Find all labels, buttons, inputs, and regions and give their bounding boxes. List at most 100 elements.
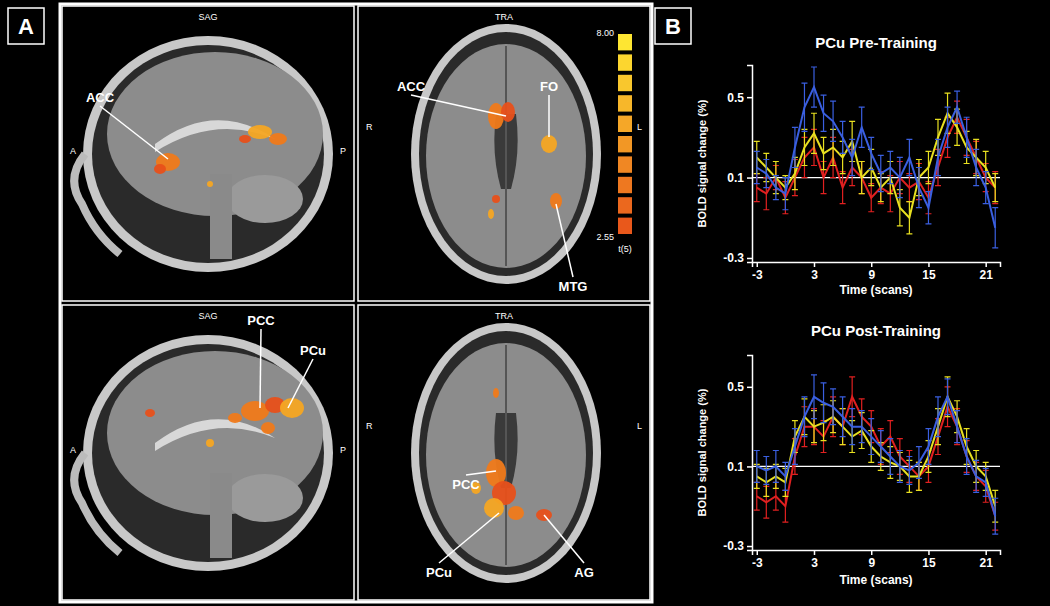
panel-label-box (8, 8, 44, 44)
tick-mark (747, 177, 752, 179)
tick: 3 (811, 262, 818, 282)
colorbar-segment (618, 177, 632, 193)
tick-label: 9 (868, 556, 875, 570)
panel-a-frame (60, 4, 652, 602)
error-bar (992, 172, 998, 204)
orientation-label: L (637, 421, 642, 431)
scalp (83, 335, 333, 571)
activation (484, 498, 504, 518)
tick: 15 (922, 550, 936, 570)
scalp (411, 24, 601, 284)
region-pointer (466, 471, 496, 475)
tick: 0.5 (727, 380, 752, 394)
corpus-callosum (155, 120, 275, 152)
tick-mark (757, 550, 759, 555)
tick: 0.5 (727, 91, 752, 105)
colorbar-segment (618, 136, 632, 152)
tick-mark (928, 550, 930, 555)
skull (92, 45, 324, 263)
tick-label: 21 (980, 268, 994, 282)
plot-area (752, 375, 1000, 534)
tick-label: 0.5 (727, 91, 744, 105)
colorbar-segment (618, 54, 632, 70)
activation (493, 388, 499, 398)
tick-label: -0.3 (723, 251, 744, 265)
x-axis-title: Time (scans) (839, 283, 912, 297)
series-line (757, 87, 995, 228)
axis-line (747, 356, 753, 551)
midline (505, 46, 507, 266)
tick: 21 (980, 550, 994, 570)
colorbar-segment (618, 95, 632, 111)
region-label: PCu (426, 565, 452, 580)
background (0, 0, 1050, 606)
activation (239, 135, 251, 143)
activation (261, 422, 275, 434)
activation (145, 409, 155, 417)
y-axis-title: BOLD signal change (%) (696, 99, 708, 227)
view-frame (358, 305, 650, 600)
tick-label: 0.1 (727, 460, 744, 474)
region-pointer (100, 106, 168, 159)
tick-mark (757, 262, 759, 267)
axis-line (753, 551, 1001, 556)
colorbar-segment (618, 197, 632, 213)
orientation-label: R (366, 421, 373, 431)
activation (488, 209, 494, 219)
view-frame (62, 6, 354, 301)
skull (419, 32, 593, 276)
view-frame (62, 305, 354, 600)
skull (92, 344, 324, 562)
panel-label-text: A (18, 14, 34, 39)
cerebellum (227, 474, 303, 522)
brain-view: TRARLACCFOMTG (358, 6, 650, 301)
region-pointer (556, 204, 573, 277)
region-label: PCC (452, 477, 480, 492)
panel-label-box (655, 8, 691, 44)
colorbar-segment (618, 116, 632, 132)
tick-label: 9 (868, 268, 875, 282)
region-label: MTG (559, 279, 588, 294)
brainstem (210, 174, 232, 259)
chart-title: PCu Post-Training (811, 322, 941, 339)
tick-mark (985, 550, 987, 555)
tick-mark (747, 97, 752, 99)
region-pointer (544, 515, 584, 563)
tick-mark (814, 550, 816, 555)
series-line (757, 397, 995, 516)
region-pointer (548, 95, 550, 137)
tick-label: -0.3 (723, 539, 744, 553)
orientation-label: P (340, 445, 346, 455)
tick: 0.1 (727, 171, 752, 185)
activation (248, 125, 272, 139)
colorbar-segment (618, 156, 632, 172)
x-axis: -3391521 (752, 262, 1001, 282)
cerebellum (227, 175, 303, 223)
tick: 15 (922, 262, 936, 282)
brain (426, 343, 586, 567)
colorbar: 8.002.55t(5) (596, 28, 632, 254)
tick-mark (747, 258, 752, 260)
scalp (83, 36, 333, 272)
activation (501, 102, 515, 122)
tick-mark (928, 262, 930, 267)
tick-mark (871, 262, 873, 267)
colorbar-segment (618, 34, 632, 50)
line-chart: PCu Pre-Training Time (scans) BOLD signal … (696, 34, 1001, 297)
midline (505, 345, 507, 565)
activation (206, 439, 214, 447)
error-bar (992, 498, 998, 534)
brain (426, 44, 586, 268)
tick: 21 (980, 262, 994, 282)
tick-mark (814, 262, 816, 267)
series-line (757, 397, 995, 516)
activation (228, 413, 242, 423)
view-type: SAG (198, 311, 217, 321)
tick-mark (871, 550, 873, 555)
plot-area (752, 67, 1000, 248)
region-label: ACC (86, 90, 115, 105)
tick: 0.1 (727, 460, 752, 474)
orientation-label: R (366, 122, 373, 132)
chart-title: PCu Pre-Training (815, 34, 937, 51)
region-label: AG (574, 565, 594, 580)
